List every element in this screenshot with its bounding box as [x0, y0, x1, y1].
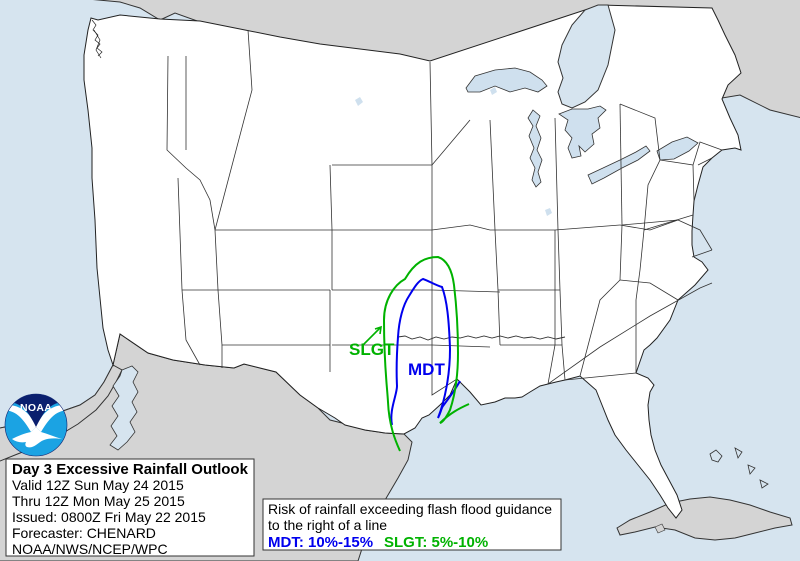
svg-text:Issued: 0800Z Fri May 22 2015: Issued: 0800Z Fri May 22 2015: [12, 509, 206, 525]
svg-text:Forecaster: CHENARD: Forecaster: CHENARD: [12, 525, 156, 541]
svg-text:NOAA: NOAA: [20, 402, 52, 414]
svg-text:NOAA/NWS/NCEP/WPC: NOAA/NWS/NCEP/WPC: [12, 541, 168, 557]
svg-text:MDT: MDT: [408, 360, 445, 379]
svg-text:Thru 12Z Mon May 25 2015: Thru 12Z Mon May 25 2015: [12, 493, 185, 509]
svg-text:MDT: 10%-15%: MDT: 10%-15%: [268, 534, 373, 551]
svg-text:Risk of rainfall exceeding fla: Risk of rainfall exceeding flash flood g…: [268, 501, 552, 517]
svg-text:Day 3 Excessive Rainfall Outlo: Day 3 Excessive Rainfall Outlook: [12, 461, 249, 478]
svg-text:SLGT: SLGT: [349, 340, 395, 359]
svg-text:Valid 12Z Sun May 24 2015: Valid 12Z Sun May 24 2015: [12, 477, 184, 493]
svg-text:SLGT: 5%-10%: SLGT: 5%-10%: [384, 534, 488, 551]
svg-text:to the right of a line: to the right of a line: [268, 517, 387, 533]
